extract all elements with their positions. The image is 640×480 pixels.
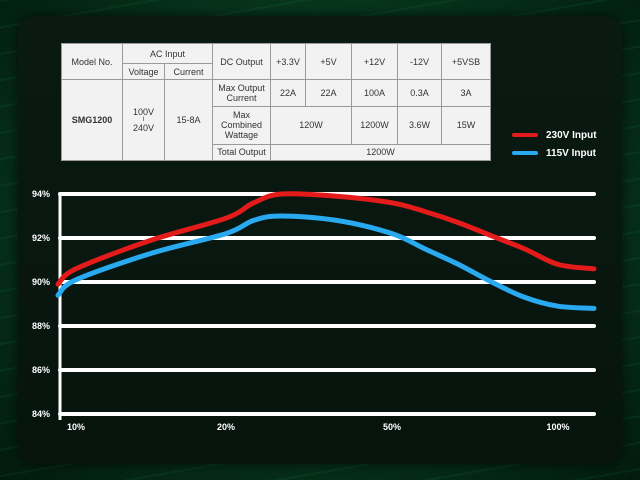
current-range: 15-8A	[164, 79, 213, 161]
series-line-115v	[55, 213, 597, 311]
x-tick-label: 100%	[546, 422, 569, 432]
y-tick-label: 86%	[32, 365, 50, 375]
ac-input-header: AC Input	[122, 42, 213, 65]
legend-swatch-115v	[512, 151, 538, 155]
legend-label-115v: 115V Input	[546, 147, 597, 159]
voltage-range: 100V I 240V	[122, 79, 165, 161]
max-output-current-cell: 0.3A	[397, 79, 442, 107]
y-tick-label: 88%	[32, 321, 50, 331]
max-output-current-cell: 100A	[351, 79, 398, 107]
x-tick-label: 50%	[383, 422, 401, 432]
model-header: Model No.	[61, 42, 123, 81]
legend-item-115v: 115V Input	[512, 144, 597, 162]
y-tick-label: 84%	[32, 409, 50, 419]
rail-header: +12V	[351, 42, 398, 81]
max-output-current-label: Max Output Current	[212, 79, 271, 107]
chart-legend: 230V Input 115V Input	[512, 126, 597, 162]
max-output-current-cell: 3A	[441, 79, 491, 107]
rail-header: -12V	[397, 42, 442, 81]
x-tick-label: 10%	[67, 422, 85, 432]
y-tick-label: 92%	[32, 233, 50, 243]
voltage-separator: I	[142, 117, 145, 124]
spec-table: Model No. AC Input DC Output +3.3V +5V +…	[61, 42, 491, 162]
legend-swatch-230v	[512, 133, 538, 137]
combined-wattage-5vsb: 15W	[441, 105, 491, 145]
current-header: Current	[164, 63, 213, 81]
voltage-max: 240V	[132, 123, 155, 134]
legend-item-230v: 230V Input	[512, 126, 597, 144]
combined-wattage-neg12v: 3.6W	[397, 105, 442, 145]
y-tick-label: 94%	[32, 189, 50, 199]
rail-header: +3.3V	[270, 42, 306, 81]
max-output-current-cell: 22A	[305, 79, 352, 107]
legend-label-230v: 230V Input	[546, 129, 597, 141]
y-tick-label: 90%	[32, 277, 50, 287]
series-line-230v	[55, 191, 597, 287]
voltage-min: 100V	[132, 107, 155, 118]
max-output-current-cell: 22A	[270, 79, 306, 107]
total-output-value: 1200W	[270, 143, 491, 162]
combined-wattage-12v: 1200W	[351, 105, 398, 145]
rail-header: +5V	[305, 42, 352, 81]
x-tick-label: 20%	[217, 422, 235, 432]
